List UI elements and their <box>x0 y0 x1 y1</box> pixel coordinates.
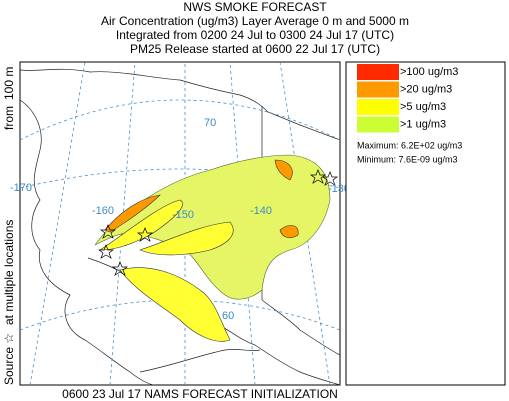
latitude-label: 70 <box>204 117 216 129</box>
subtitle: PM25 Release started at 0600 22 Jul 17 (… <box>130 42 380 56</box>
plume-inner <box>99 199 234 342</box>
legend-frame <box>345 61 506 386</box>
source-stars <box>97 169 339 276</box>
longitude-label: -130 <box>328 183 350 195</box>
footer: 0600 23 Jul 17 NAMS FORECAST INITIALIZAT… <box>62 387 338 401</box>
side-label: Source ☆ at multiple locations from 100 … <box>2 67 16 385</box>
legend-maximum: Maximum: 6.2E+02 ug/m3 <box>357 140 462 150</box>
subtitle: Air Concentration (ug/m3) Layer Average … <box>101 14 409 28</box>
title: NWS SMOKE FORECAST <box>183 0 327 14</box>
longitude-label: -160 <box>92 205 114 217</box>
map: -170 -160 -150 -140 -130 70 60 <box>10 61 350 386</box>
legend-label: >5 ug/m3 <box>400 101 446 113</box>
latitude-label: 60 <box>222 310 234 322</box>
subtitle: Integrated from 0200 24 Jul to 0300 24 J… <box>116 28 394 42</box>
legend-swatch <box>357 99 399 115</box>
legend-label: >1 ug/m3 <box>400 118 446 130</box>
legend-swatch <box>357 116 399 133</box>
legend-swatch <box>357 64 399 80</box>
longitude-label: -150 <box>172 209 194 221</box>
side-label-part: Source ☆ <box>2 333 16 385</box>
plume-core <box>104 159 299 239</box>
legend-label: >100 ug/m3 <box>400 66 458 78</box>
legend: Maximum: 6.2E+02 ug/m3 Minimum: 7.6E-09 … <box>345 61 506 386</box>
legend-label: >20 ug/m3 <box>400 83 452 95</box>
side-label-part: at multiple locations <box>2 220 16 325</box>
legend-minimum: Minimum: 7.6E-09 ug/m3 <box>357 154 458 164</box>
longitude-label: -170 <box>10 182 32 194</box>
coastline <box>20 68 340 385</box>
longitude-label: -140 <box>250 205 272 217</box>
side-label-part: 100 m <box>2 67 16 100</box>
legend-swatch <box>357 81 399 98</box>
side-label-part: from <box>2 106 16 130</box>
